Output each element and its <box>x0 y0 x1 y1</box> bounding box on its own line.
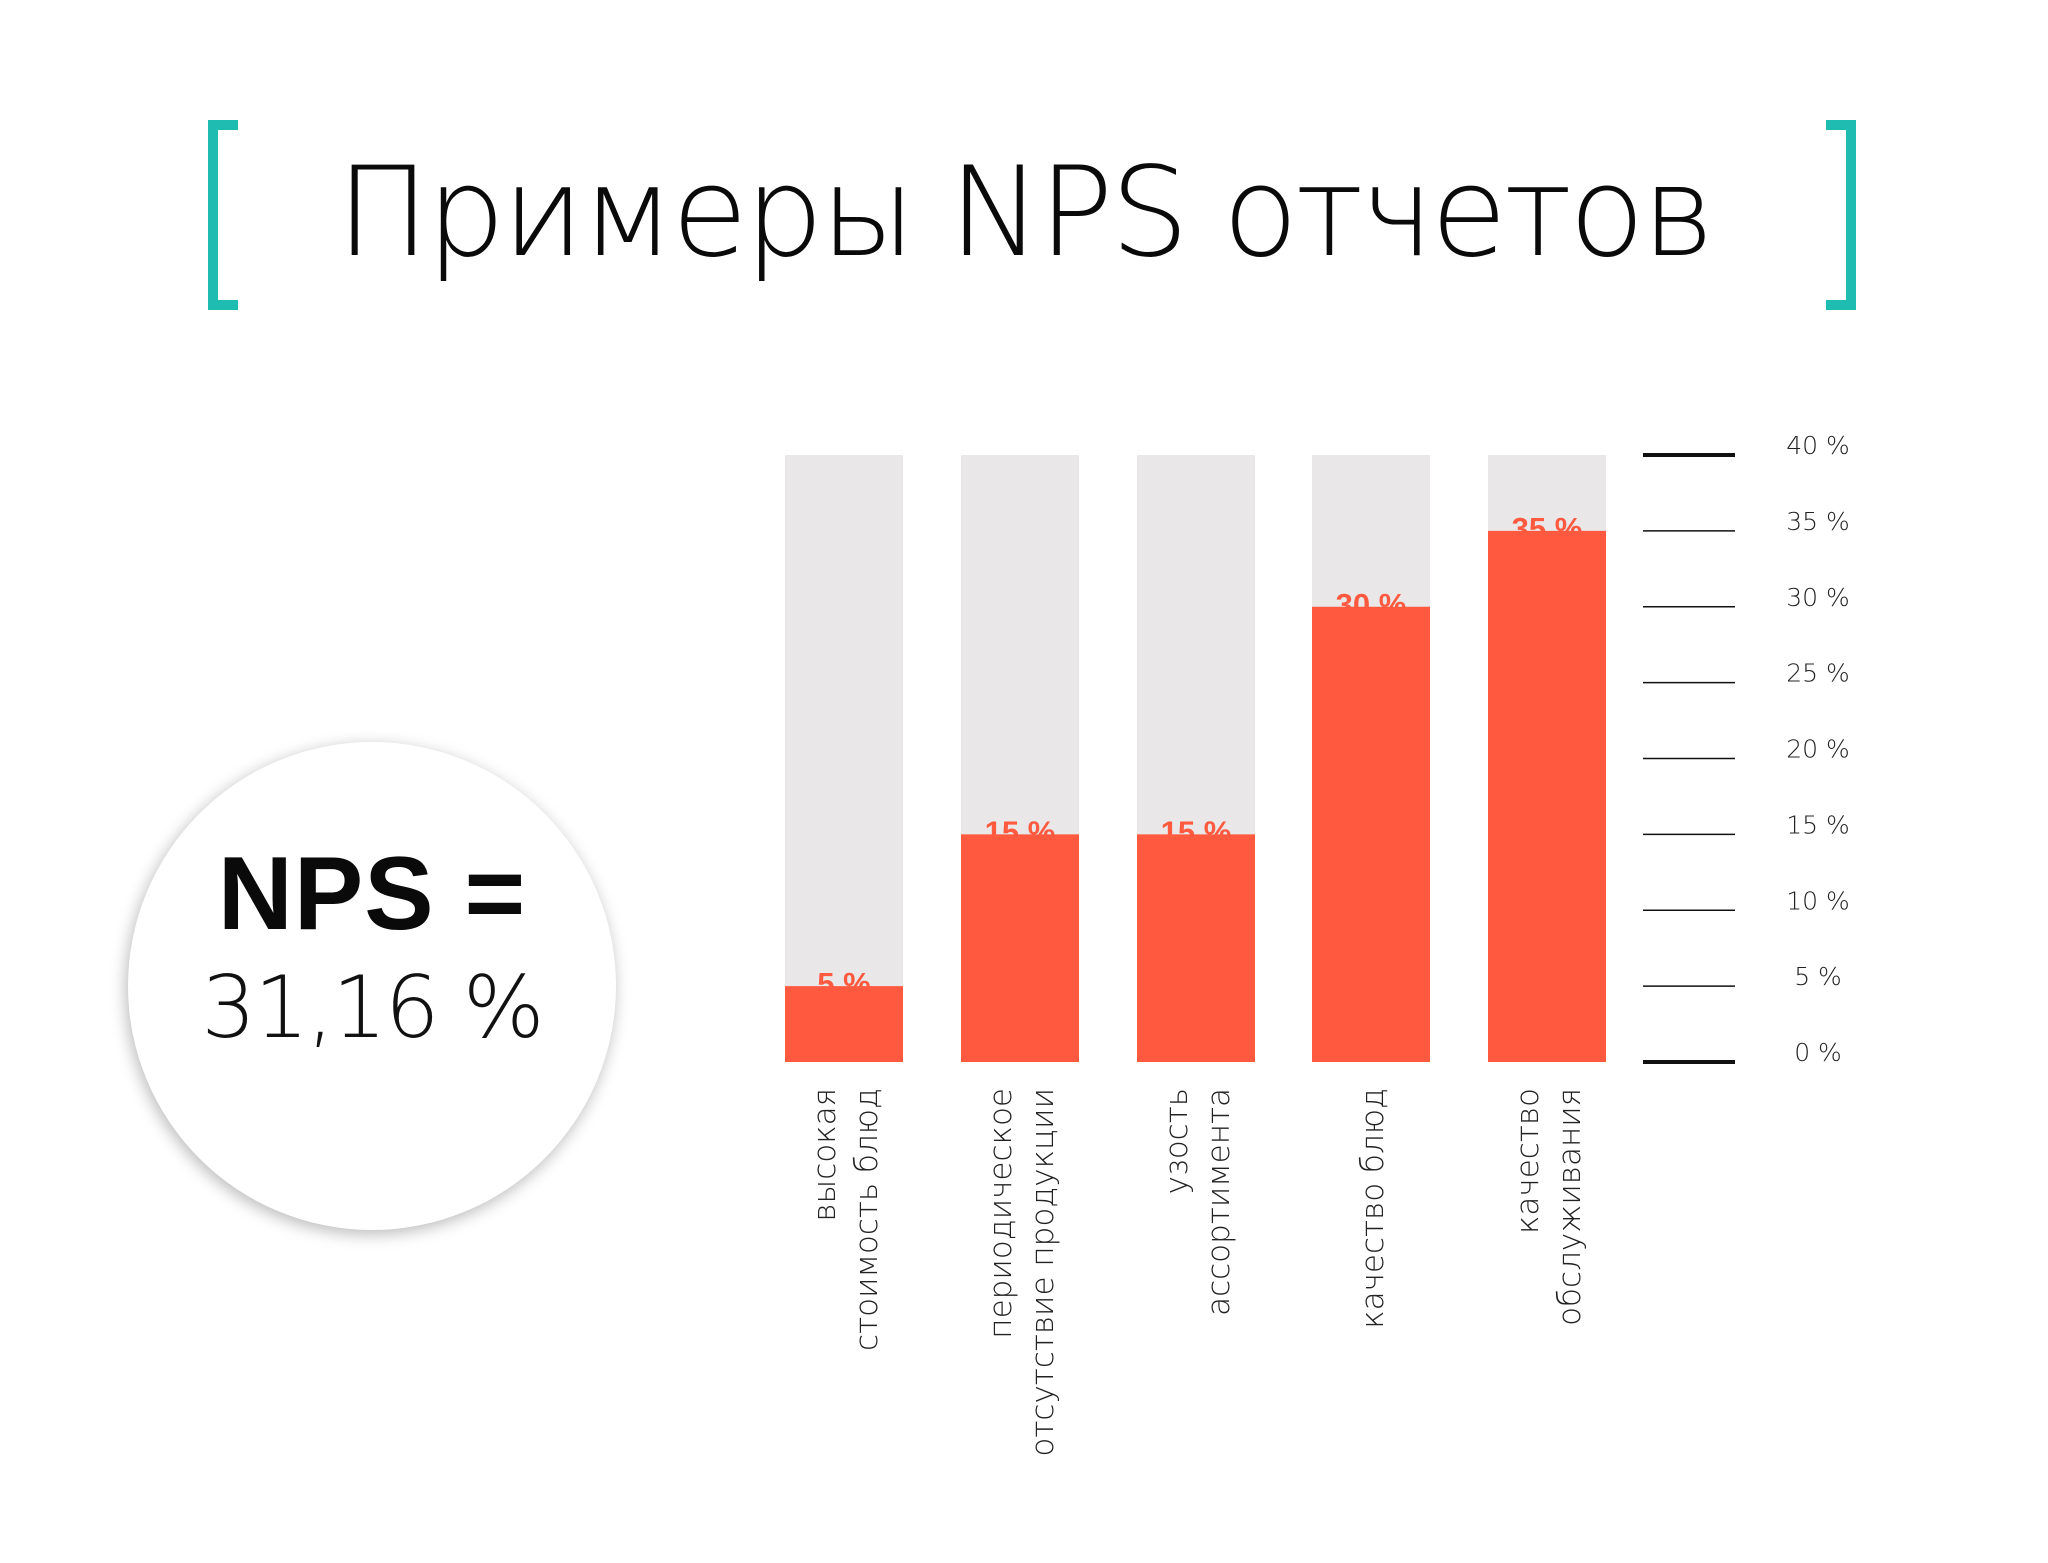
nps-value: 31,16 % <box>201 958 544 1058</box>
bar-data-label: 30 % <box>1336 587 1407 622</box>
bar-data-label: 15 % <box>985 814 1056 849</box>
category-label: качество <box>1510 1088 1546 1234</box>
category-label: высокая <box>807 1088 843 1222</box>
bar <box>961 834 1079 1062</box>
category-label: отсутствие продукции <box>1025 1088 1061 1457</box>
category-label: ассортимента <box>1201 1088 1237 1316</box>
left-bracket-decoration <box>208 120 238 310</box>
bar <box>1488 530 1606 1062</box>
bar <box>785 986 903 1062</box>
category-label: обслуживания <box>1552 1088 1588 1326</box>
y-axis-tick-label: 20 % <box>1786 735 1850 764</box>
y-axis-tick-label: 25 % <box>1786 659 1850 688</box>
category-label: узость <box>1159 1088 1195 1194</box>
y-axis-tick-label: 40 % <box>1786 431 1850 460</box>
y-axis-tick-label: 0 % <box>1794 1038 1842 1067</box>
category-label: качество блюд <box>1355 1088 1391 1329</box>
right-bracket-decoration <box>1826 120 1856 310</box>
y-axis-tick-label: 35 % <box>1786 507 1850 536</box>
y-axis-tick-label: 30 % <box>1786 583 1850 612</box>
nps-label: NPS = <box>217 836 527 952</box>
y-axis-tick-label: 15 % <box>1786 810 1850 839</box>
category-label: стоимость блюд <box>849 1088 885 1351</box>
category-label: периодическое <box>983 1088 1019 1339</box>
page-title: Примеры NPS отчетов <box>336 141 1714 285</box>
bar-data-label: 35 % <box>1512 511 1583 546</box>
y-axis-tick-label: 10 % <box>1786 886 1850 915</box>
bar-data-label: 5 % <box>817 966 870 1001</box>
bar <box>1312 606 1430 1062</box>
y-axis-tick-label: 5 % <box>1794 962 1842 991</box>
bar <box>1137 834 1255 1062</box>
bar-track <box>785 455 903 1062</box>
bar-data-label: 15 % <box>1161 814 1232 849</box>
nps-summary-circle: NPS = 31,16 % <box>128 742 616 1230</box>
